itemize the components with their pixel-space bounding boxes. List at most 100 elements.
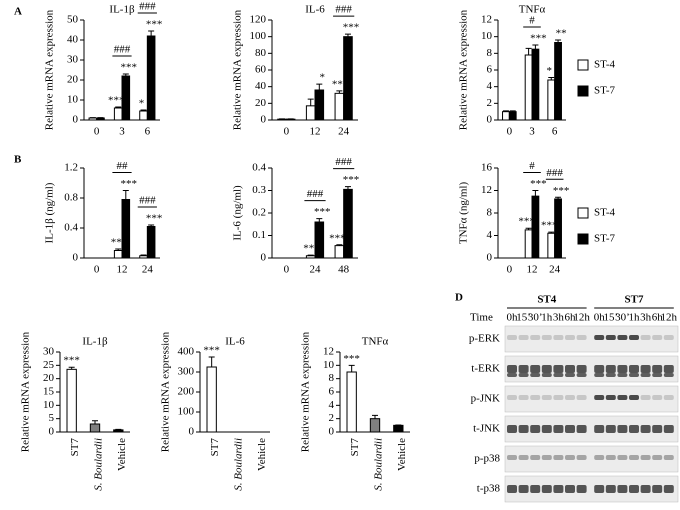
y-tick-label: 0.1: [252, 229, 266, 241]
blot-band: [530, 395, 541, 400]
y-tick-label: 0: [49, 426, 55, 438]
bar: [554, 42, 562, 121]
y-axis-label: Relative mRNA expression: [232, 9, 244, 130]
blot-band: [594, 455, 605, 460]
bar: [531, 48, 540, 121]
row-label: p-p38: [474, 453, 500, 465]
blot-band: [507, 455, 517, 460]
time-point: 6h: [565, 312, 577, 324]
blot-band: [530, 455, 541, 460]
bar: [139, 255, 148, 259]
blot-band: [640, 373, 651, 377]
panel-label: B: [14, 154, 22, 166]
blot-band: [640, 485, 651, 493]
blot-band: [594, 373, 605, 377]
bar: [393, 424, 404, 433]
row-label: t-ERK: [471, 363, 500, 375]
comparison-label: ##: [117, 160, 129, 172]
bar: [146, 35, 156, 121]
blot-band: [518, 425, 529, 433]
blot-band: [530, 335, 541, 340]
chart-title: TNFα: [519, 4, 546, 16]
blot-band: [518, 455, 529, 460]
error-bar: [525, 47, 532, 55]
time-point: 1h: [541, 312, 553, 324]
error-bar: [208, 356, 215, 367]
time-point: 3h: [640, 312, 652, 324]
blot-band: [629, 335, 639, 340]
blot-band: [530, 425, 541, 433]
significance-label: ***: [108, 95, 125, 107]
blot-band: [576, 485, 587, 493]
y-tick-label: 0: [487, 114, 493, 126]
time-point: 0h: [594, 312, 606, 324]
y-tick-label: 5: [49, 412, 55, 424]
blot-band: [541, 485, 552, 493]
blot-band: [565, 335, 575, 340]
bar: [554, 198, 562, 259]
blot-band: [640, 455, 651, 460]
legend-swatch: [577, 233, 589, 245]
chart-title: IL-1β: [109, 4, 135, 16]
comparison-label: ###: [307, 188, 324, 200]
significance-label: ***: [329, 232, 346, 244]
x-tick-label: 0: [94, 126, 100, 138]
blot-band: [553, 365, 564, 373]
blot-band: [565, 425, 575, 433]
error-bar: [140, 254, 147, 256]
y-tick-label: 30: [67, 54, 79, 66]
significance-label: ***: [121, 62, 138, 74]
blot-band: [553, 485, 564, 493]
comparison-label: ###: [114, 44, 131, 56]
blot-band: [605, 485, 616, 493]
x-tick-label: 48: [338, 264, 350, 276]
bar: [547, 232, 556, 259]
blot-band: [553, 373, 564, 377]
y-tick-label: 8: [329, 372, 335, 384]
significance-label: ***: [518, 216, 535, 228]
error-bar: [555, 39, 562, 43]
error-bar: [525, 227, 532, 230]
blot-band: [576, 365, 587, 373]
blot-band: [663, 395, 674, 400]
blot-band: [663, 455, 674, 460]
blot-band: [565, 365, 575, 373]
y-tick-label: 10: [67, 94, 79, 106]
blot-band: [565, 373, 575, 377]
bar: [524, 54, 533, 121]
blot-band: [541, 373, 552, 377]
error-bar: [316, 218, 323, 222]
significance-label: ***: [63, 355, 80, 367]
y-tick-label: 20: [67, 74, 79, 86]
significance-label: **: [303, 243, 314, 255]
y-tick-label: 0.2: [252, 207, 266, 219]
comparison-label: ###: [335, 156, 352, 168]
significance-label: *: [139, 98, 145, 110]
significance-label: ***: [343, 353, 360, 365]
legend-swatch: [577, 59, 589, 71]
blot-band: [629, 455, 639, 460]
blot-strip: [504, 325, 679, 353]
blot-band: [617, 455, 628, 460]
significance-label: **: [111, 237, 122, 249]
y-tick-label: 2: [329, 412, 335, 424]
x-tick-label: 0: [284, 126, 290, 138]
blot-band: [553, 455, 564, 460]
blot-band: [629, 485, 639, 493]
time-point: 12h: [573, 312, 590, 324]
legend-label: ST-7: [594, 233, 615, 245]
error-bar: [316, 83, 323, 90]
error-bar: [555, 196, 562, 199]
error-bar: [122, 73, 129, 76]
blot-band: [605, 335, 616, 340]
significance-label: ***: [553, 185, 570, 197]
blot-band: [530, 365, 541, 373]
blot-band: [605, 425, 616, 433]
blot-band: [507, 335, 517, 340]
y-tick-label: 6: [487, 64, 493, 76]
x-tick-label: S. Boulardii: [93, 438, 105, 491]
blot-band: [652, 365, 663, 373]
blot-band: [652, 373, 663, 377]
blot-band: [652, 455, 663, 460]
bar: [113, 250, 123, 259]
